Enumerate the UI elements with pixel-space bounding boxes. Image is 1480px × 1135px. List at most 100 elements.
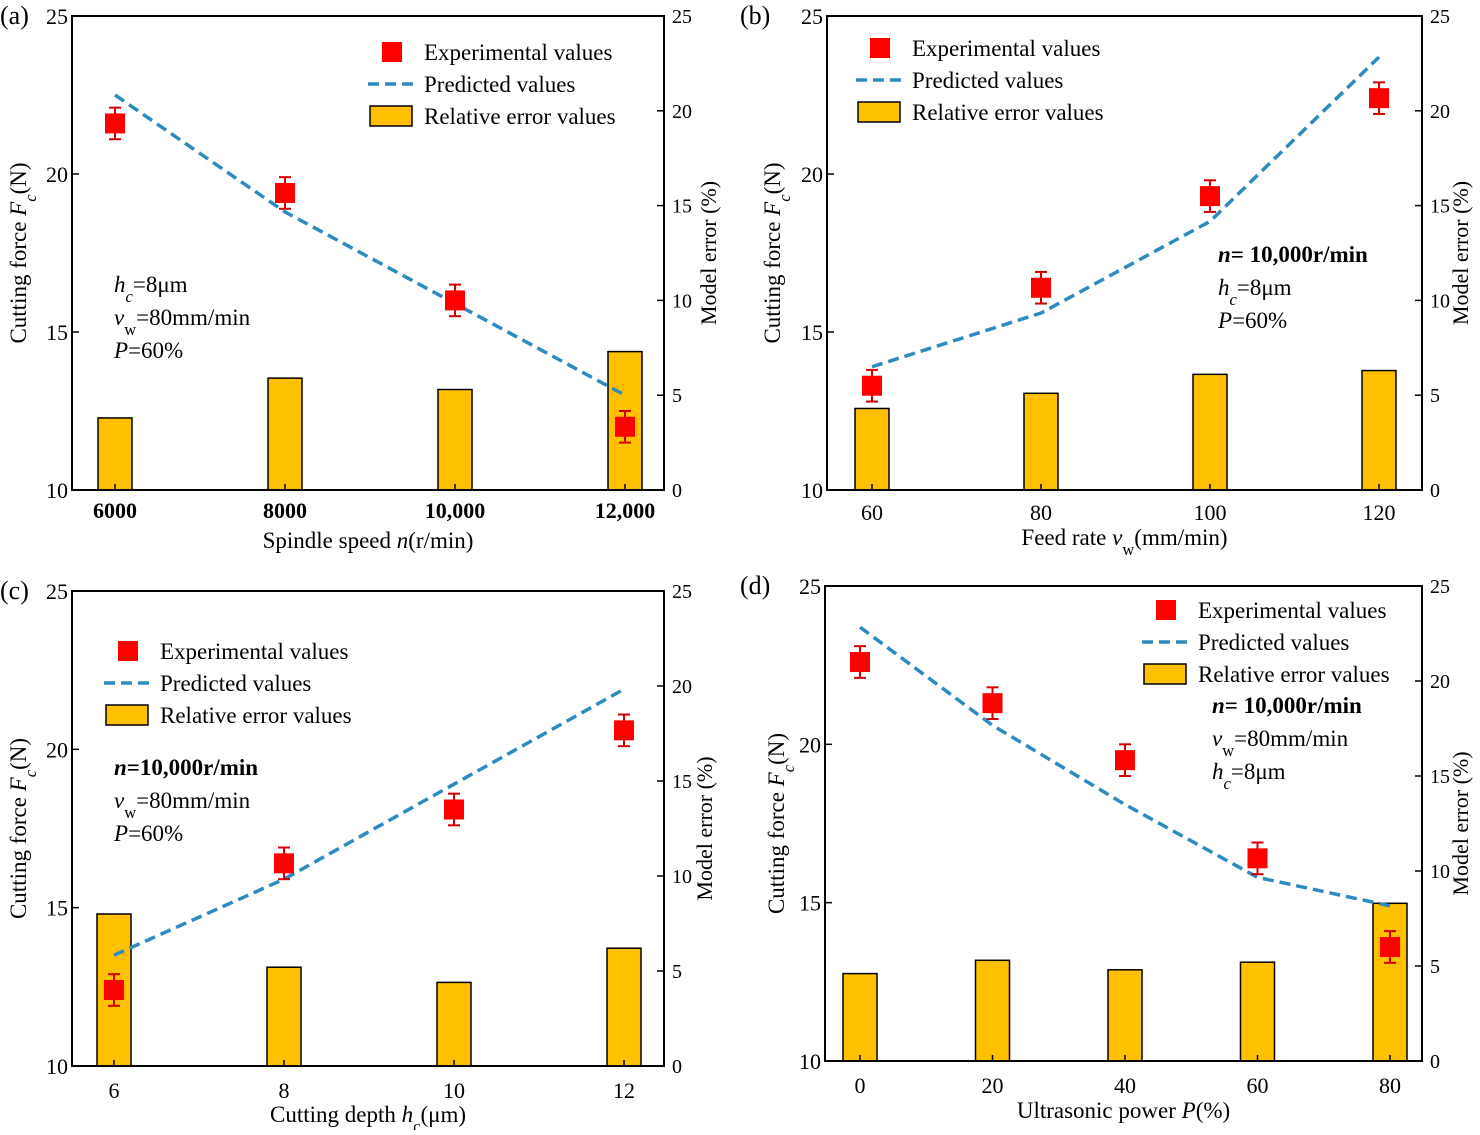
- chart-svg: (b) 10 15 20 25 0 5 10 15 20 25 60 80 100 120 Feed rate…: [740, 1, 1473, 559]
- legend: Experimental values Predicted values Relat…: [856, 36, 1104, 125]
- text-run: =80mm/min: [1234, 726, 1348, 751]
- predicted-line: [114, 93, 626, 397]
- text-run: =60%: [128, 338, 183, 363]
- exp-point-4: [1380, 937, 1400, 957]
- legend-label: Predicted values: [912, 68, 1063, 93]
- legend-label: Predicted values: [160, 671, 311, 696]
- text-run: c: [1230, 290, 1238, 309]
- right-tick-label: 10: [1430, 290, 1450, 312]
- legend-label: Relative error values: [160, 703, 352, 728]
- plot-frame: [71, 15, 665, 491]
- panel-label: (a): [0, 1, 29, 30]
- text-run: =8μm: [1237, 275, 1292, 300]
- legend-label: Relative error values: [912, 100, 1104, 125]
- right-tick-label: 15: [1430, 196, 1450, 218]
- text-run: n: [1218, 242, 1231, 267]
- text-run: w: [124, 803, 136, 822]
- text-run: Spindle speed: [263, 528, 397, 553]
- x-tick-label: 12,000: [595, 498, 656, 523]
- text-run: c: [126, 287, 134, 306]
- right-tick-label: 5: [1430, 956, 1440, 978]
- condition-annotation: hc=8μm: [114, 272, 188, 306]
- right-tick-label: 25: [1430, 576, 1450, 598]
- x-tick-label: 20: [982, 1073, 1004, 1098]
- x-tick-label: 6000: [93, 498, 137, 523]
- left-tick-label: 10: [799, 1049, 821, 1074]
- x-tick-label: 60: [1247, 1073, 1269, 1098]
- text-run: v: [114, 788, 125, 813]
- exp-point-3: [1247, 848, 1268, 869]
- text-run: F: [760, 201, 785, 217]
- text-run: c: [21, 194, 40, 202]
- x-axis-title: Spindle speed n(r/min): [263, 528, 474, 553]
- x-tick-label: 8: [279, 1078, 290, 1103]
- text-run: Cutting force: [764, 786, 789, 914]
- text-run: n: [1212, 693, 1225, 718]
- right-tick-label: 10: [1430, 861, 1450, 883]
- legend-bar-marker: [1143, 663, 1187, 685]
- text-run: P: [1181, 1098, 1196, 1123]
- error-bar-3: [1239, 961, 1276, 1062]
- y-axis-right-title: Model error (%): [696, 181, 721, 325]
- text-run: P: [113, 338, 128, 363]
- x-tick-label: 80: [1030, 500, 1052, 525]
- left-tick-label: 10: [46, 1054, 68, 1079]
- legend: Experimental values Predicted values Relat…: [1142, 598, 1390, 687]
- error-bar-0: [842, 972, 878, 1062]
- condition-annotation: P=60%: [1217, 308, 1287, 333]
- error-bar-2: [437, 388, 473, 491]
- legend-label: Relative error values: [424, 104, 616, 129]
- right-tick-label: 25: [1430, 6, 1450, 28]
- text-run: =10,000r/min: [127, 755, 259, 780]
- exp-point-3: [1369, 88, 1389, 109]
- right-tick-label: 0: [1430, 1051, 1440, 1073]
- left-tick-label: 25: [46, 4, 68, 29]
- text-run: =60%: [1232, 308, 1287, 333]
- left-tick-label: 25: [46, 579, 68, 604]
- condition-annotation: P=60%: [113, 821, 183, 846]
- right-tick-label: 25: [672, 6, 692, 28]
- text-run: P: [113, 821, 128, 846]
- legend-exp-marker: [870, 38, 890, 58]
- chart-panel: (c) 10 15 20 25 0 5 10 15 20 25 6 8 10 12 Cutting depth…: [0, 565, 740, 1135]
- y-axis-left-title: Cutting force Fc(N): [6, 738, 40, 919]
- predicted-line: [113, 687, 625, 957]
- left-tick-label: 20: [799, 732, 821, 757]
- legend-bar-marker: [105, 704, 149, 726]
- error-bar-3: [1361, 369, 1397, 491]
- error-bar-2: [1192, 373, 1228, 491]
- text-run: F: [764, 771, 789, 787]
- text-run: n: [114, 755, 127, 780]
- legend-label: Experimental values: [912, 36, 1100, 61]
- right-tick-label: 20: [1430, 671, 1450, 693]
- text-run: =60%: [128, 821, 183, 846]
- x-axis-title: Feed rate vw(mm/min): [1021, 525, 1227, 559]
- text-run: (μm): [420, 1102, 466, 1127]
- plot-frame: [824, 585, 1423, 1062]
- exp-point-2: [1200, 186, 1220, 207]
- text-run: F: [6, 201, 31, 217]
- left-tick-label: 20: [801, 162, 823, 187]
- right-tick-label: 25: [672, 581, 692, 603]
- text-run: (N): [764, 733, 789, 765]
- text-run: =80mm/min: [136, 305, 250, 330]
- text-run: w: [1222, 741, 1234, 760]
- legend-label: Relative error values: [1198, 662, 1390, 687]
- x-tick-label: 80: [1379, 1073, 1401, 1098]
- exp-point-2: [445, 290, 465, 311]
- right-tick-label: 20: [1430, 101, 1450, 123]
- x-tick-label: 10,000: [425, 498, 486, 523]
- condition-annotation: n= 10,000r/min: [1218, 242, 1368, 267]
- condition-annotation: hc=8μm: [1212, 759, 1286, 793]
- text-run: (N): [6, 738, 31, 770]
- y-axis-right-title: Model error (%): [1448, 181, 1473, 325]
- right-tick-label: 5: [672, 961, 682, 983]
- text-run: v: [1212, 726, 1223, 751]
- left-tick-label: 15: [46, 320, 68, 345]
- x-axis-title: Ultrasonic power P(%): [1017, 1098, 1230, 1123]
- legend-label: Predicted values: [1198, 630, 1349, 655]
- chart-svg: (c) 10 15 20 25 0 5 10 15 20 25 6 8 10 12 Cutting depth…: [0, 576, 717, 1135]
- x-tick-label: 0: [855, 1073, 866, 1098]
- x-tick-label: 12: [613, 1078, 635, 1103]
- error-bar-1: [1023, 392, 1059, 491]
